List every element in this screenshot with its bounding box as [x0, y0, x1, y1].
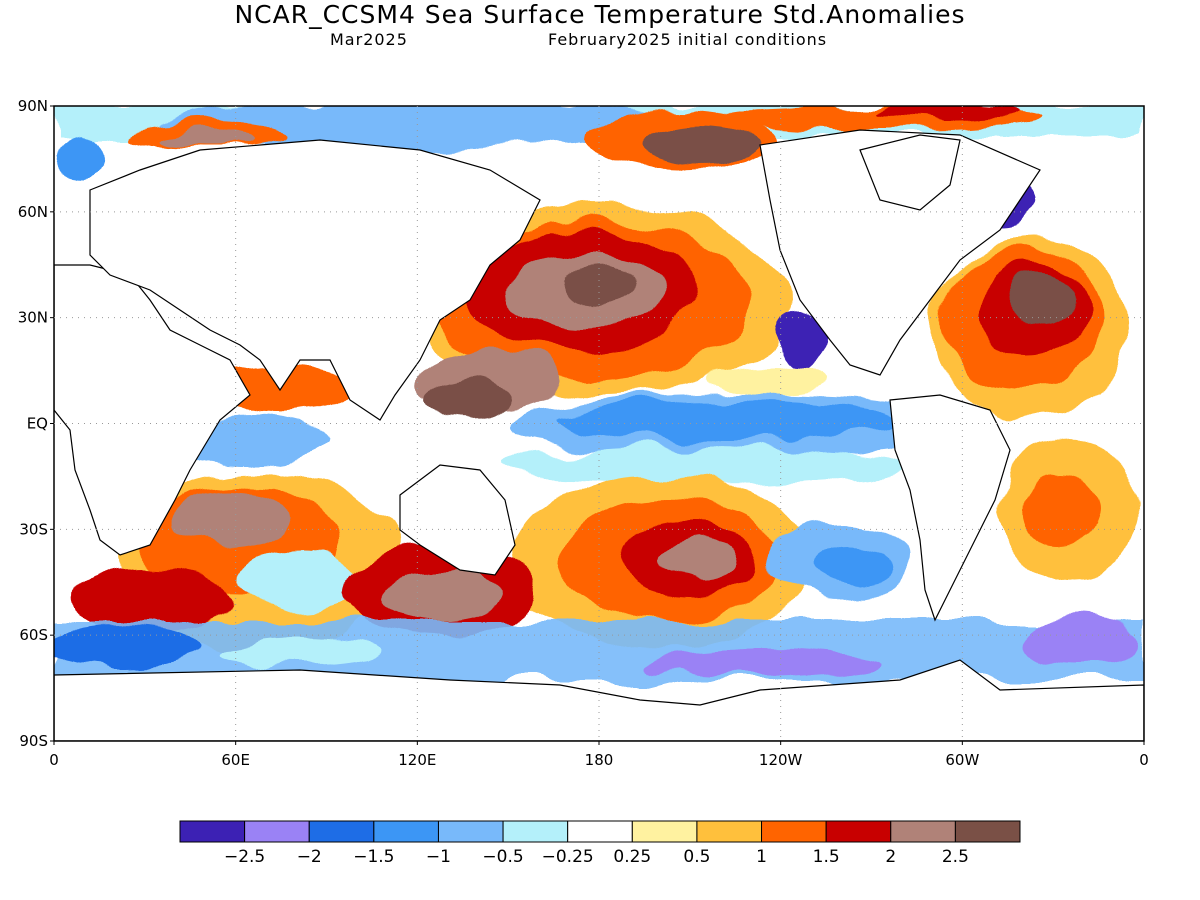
colorbar-label: −1.5 [353, 847, 394, 867]
longitude-labels: 0 60E 120E 180 120W 60W 0 [49, 741, 1149, 769]
lat-tick-label: 60N [18, 203, 48, 221]
colorbar-swatch [502, 820, 569, 843]
colorbar: −2.5 −2 −1.5 −1 −0.5 −0.25 0.25 0.5 1 1.5 2 2.5 [179, 820, 1021, 867]
colorbar-label: 2 [885, 847, 896, 867]
colorbar-swatch [244, 820, 310, 843]
lon-tick-label: 0 [1139, 751, 1149, 769]
latitude-labels: 90N 60N 30N EQ 30S 60S 90S [18, 97, 54, 750]
lon-tick-label: 60W [945, 751, 979, 769]
lat-tick-label: 30S [19, 520, 48, 538]
colorbar-swatch [631, 820, 698, 843]
colorbar-swatch [825, 820, 892, 843]
lon-tick-label: 120W [759, 751, 803, 769]
lat-tick-label: 90N [18, 97, 48, 115]
colorbar-swatch [179, 820, 246, 843]
lat-tick-label: 30N [18, 309, 48, 327]
colorbar-swatch [567, 820, 633, 843]
lat-tick-label: 60S [19, 626, 48, 644]
lon-tick-label: 0 [49, 751, 59, 769]
map-title: NCAR_CCSM4 Sea Surface Temperature Std.A… [234, 0, 966, 29]
lon-tick-label: 120E [398, 751, 436, 769]
lat-tick-label: EQ [27, 415, 48, 433]
anomaly-field [54, 106, 1144, 741]
valid-month-label: Mar2025 [330, 30, 408, 49]
colorbar-swatch [373, 820, 439, 843]
colorbar-label: 1.5 [813, 847, 840, 867]
colorbar-swatch [954, 820, 1021, 843]
colorbar-label: −1 [426, 847, 451, 867]
colorbar-label: 0.25 [613, 847, 651, 867]
colorbar-label: 0.5 [683, 847, 710, 867]
colorbar-label: 2.5 [942, 847, 969, 867]
colorbar-label: −2.5 [224, 847, 265, 867]
colorbar-label: −2 [297, 847, 322, 867]
lon-tick-label: 180 [585, 751, 614, 769]
lat-tick-label: 90S [19, 732, 48, 750]
colorbar-label: −0.5 [482, 847, 523, 867]
colorbar-swatch [308, 820, 375, 843]
colorbar-label: 1 [756, 847, 767, 867]
colorbar-label: −0.25 [542, 847, 594, 867]
colorbar-swatch [696, 820, 763, 843]
init-conditions-label: February2025 initial conditions [548, 30, 828, 49]
colorbar-swatch [761, 820, 827, 843]
colorbar-swatch [890, 820, 956, 843]
lon-tick-label: 60E [221, 751, 250, 769]
colorbar-swatch [437, 820, 504, 843]
